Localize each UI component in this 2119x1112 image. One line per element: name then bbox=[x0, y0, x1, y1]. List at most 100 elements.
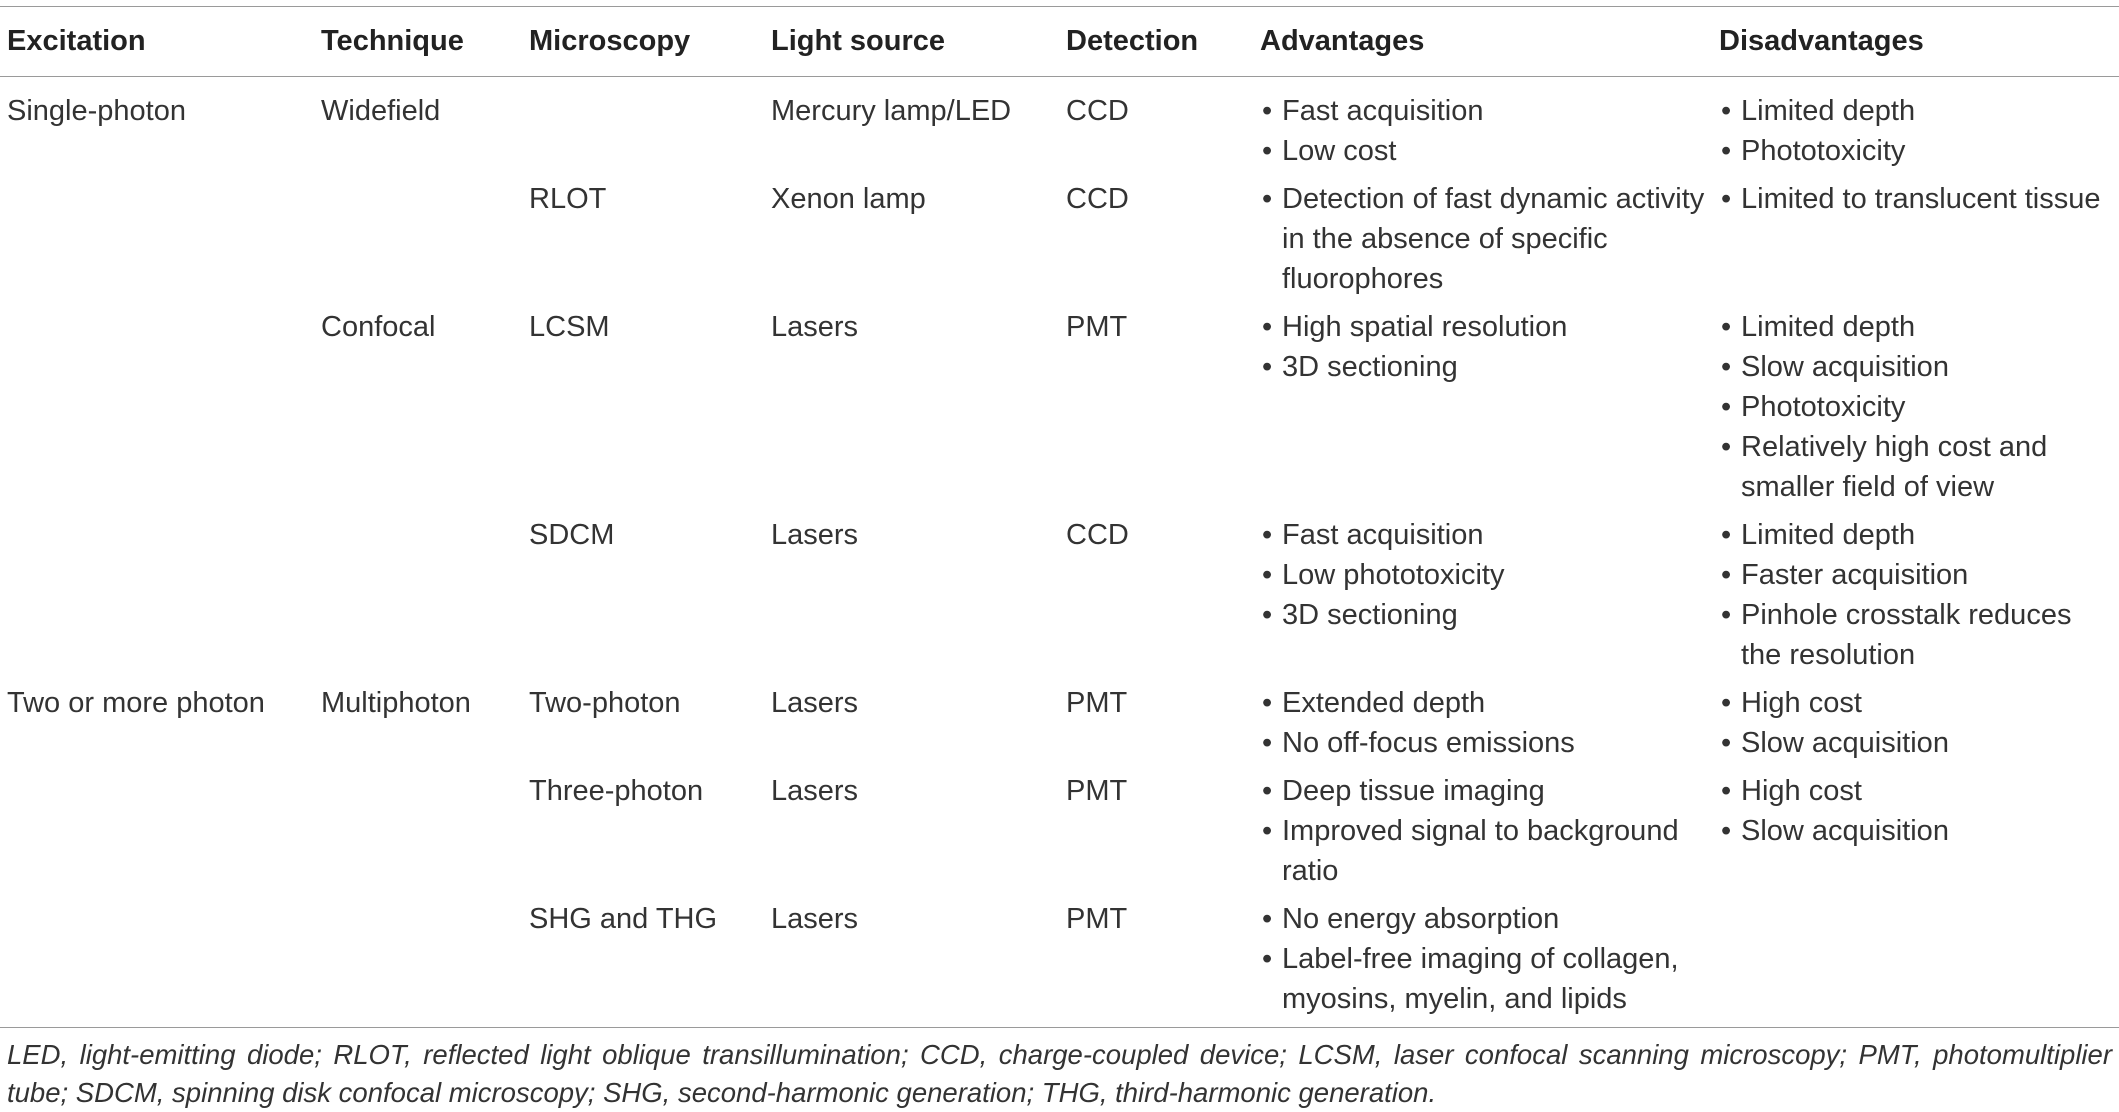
cell-excitation bbox=[0, 507, 314, 675]
cell-technique: Multiphoton bbox=[321, 687, 471, 719]
advantage-item: Deep tissue imaging bbox=[1260, 771, 1712, 811]
cell-advantages: Detection of fast dynamic activity in th… bbox=[1253, 171, 1712, 299]
cell-advantages: Extended depthNo off-focus emissions bbox=[1253, 675, 1712, 763]
cell-excitation bbox=[0, 171, 314, 299]
cell-light-source: Xenon lamp bbox=[771, 183, 926, 215]
cell-light-source: Mercury lamp/LED bbox=[771, 95, 1012, 127]
disadvantage-item: Limited depth bbox=[1719, 91, 2119, 131]
cell-detection: PMT bbox=[1066, 311, 1128, 343]
table-row: Three-photon Lasers PMT Deep tissue imaging… bbox=[0, 763, 2119, 891]
disadvantage-item: Limited depth bbox=[1719, 515, 2119, 555]
cell-detection: PMT bbox=[1066, 903, 1128, 935]
cell-technique: Confocal bbox=[321, 311, 436, 343]
header-light-source: Light source bbox=[771, 24, 946, 57]
advantage-item: Detection of fast dynamic activity in th… bbox=[1260, 179, 1712, 299]
cell-detection: CCD bbox=[1066, 183, 1129, 215]
header-technique: Technique bbox=[321, 24, 464, 57]
cell-disadvantages: Limited to translucent tissue bbox=[1712, 171, 2119, 299]
cell-advantages: Deep tissue imagingImproved signal to ba… bbox=[1253, 763, 1712, 891]
disadvantage-item: Phototoxicity bbox=[1719, 131, 2119, 171]
cell-detection: PMT bbox=[1066, 775, 1128, 807]
table-row: Confocal LCSM Lasers PMT High spatial resolu… bbox=[0, 299, 2119, 507]
disadvantage-item: Limited depth bbox=[1719, 307, 2119, 347]
advantages-list: Fast acquisitionLow phototoxicity3D sect… bbox=[1260, 515, 1712, 635]
header-detection: Detection bbox=[1066, 24, 1199, 57]
cell-disadvantages: High costSlow acquisition bbox=[1712, 675, 2119, 763]
disadvantages-list: Limited depthFaster acquisitionPinhole c… bbox=[1719, 515, 2119, 675]
cell-microscopy: RLOT bbox=[529, 183, 607, 215]
advantages-list: Fast acquisitionLow cost bbox=[1260, 91, 1712, 171]
header-row: Excitation Technique Microscopy Light so… bbox=[0, 8, 2119, 74]
cell-disadvantages: High costSlow acquisition bbox=[1712, 763, 2119, 891]
advantages-list: No energy absorptionLabel-free imaging o… bbox=[1260, 899, 1712, 1019]
cell-microscopy: LCSM bbox=[529, 311, 610, 343]
cell-advantages: Fast acquisitionLow cost bbox=[1253, 74, 1712, 171]
table-header-rule bbox=[0, 76, 2119, 77]
disadvantages-list: High costSlow acquisition bbox=[1719, 683, 2119, 763]
cell-technique bbox=[314, 507, 522, 675]
cell-microscopy: Two-photon bbox=[529, 687, 681, 719]
cell-microscopy: SDCM bbox=[529, 519, 615, 551]
table-row: Single-photon Widefield Mercury lamp/LED CC… bbox=[0, 74, 2119, 171]
header-disadvantages: Disadvantages bbox=[1719, 24, 1924, 57]
advantage-item: No energy absorption bbox=[1260, 899, 1712, 939]
table-bottom-rule bbox=[0, 1027, 2119, 1028]
cell-light-source: Lasers bbox=[771, 775, 859, 807]
table-footnote: LED, light-emitting diode; RLOT, reflect… bbox=[7, 1039, 2112, 1108]
cell-disadvantages: Limited depthPhototoxicity bbox=[1712, 74, 2119, 171]
table-body: Single-photon Widefield Mercury lamp/LED CC… bbox=[0, 74, 2119, 1019]
cell-technique bbox=[314, 763, 522, 891]
cell-microscopy: Three-photon bbox=[529, 775, 704, 807]
cell-disadvantages: Limited depthFaster acquisitionPinhole c… bbox=[1712, 507, 2119, 675]
cell-excitation bbox=[0, 891, 314, 1019]
cell-detection: PMT bbox=[1066, 687, 1128, 719]
cell-technique bbox=[314, 891, 522, 1019]
cell-light-source: Lasers bbox=[771, 687, 859, 719]
table-row: SHG and THG Lasers PMT No energy absorption… bbox=[0, 891, 2119, 1019]
disadvantages-list: Limited depthPhototoxicity bbox=[1719, 91, 2119, 171]
table-top-rule bbox=[0, 6, 2119, 7]
header-advantages: Advantages bbox=[1260, 24, 1425, 57]
advantage-item: Fast acquisition bbox=[1260, 91, 1712, 131]
disadvantage-item: Slow acquisition bbox=[1719, 347, 2119, 387]
header-excitation: Excitation bbox=[7, 24, 146, 57]
advantage-item: 3D sectioning bbox=[1260, 595, 1712, 635]
disadvantages-list: Limited to translucent tissue bbox=[1719, 179, 2119, 219]
advantages-list: Detection of fast dynamic activity in th… bbox=[1260, 179, 1712, 299]
advantage-item: Improved signal to background ratio bbox=[1260, 811, 1712, 891]
cell-advantages: No energy absorptionLabel-free imaging o… bbox=[1253, 891, 1712, 1019]
cell-technique bbox=[314, 171, 522, 299]
cell-advantages: High spatial resolution3D sectioning bbox=[1253, 299, 1712, 507]
advantage-item: Low cost bbox=[1260, 131, 1712, 171]
cell-detection: CCD bbox=[1066, 519, 1129, 551]
advantages-list: High spatial resolution3D sectioning bbox=[1260, 307, 1712, 387]
advantage-item: Label-free imaging of collagen, myosins,… bbox=[1260, 939, 1712, 1019]
cell-light-source: Lasers bbox=[771, 903, 859, 935]
cell-disadvantages: Limited depthSlow acquisitionPhototoxici… bbox=[1712, 299, 2119, 507]
table-row: Two or more photon Multiphoton Two-photon L… bbox=[0, 675, 2119, 763]
advantages-list: Deep tissue imagingImproved signal to ba… bbox=[1260, 771, 1712, 891]
table-row: SDCM Lasers CCD Fast acquisitionLow phototo… bbox=[0, 507, 2119, 675]
cell-detection: CCD bbox=[1066, 95, 1129, 127]
advantage-item: No off-focus emissions bbox=[1260, 723, 1712, 763]
cell-excitation: Two or more photon bbox=[7, 687, 265, 719]
header-microscopy: Microscopy bbox=[529, 24, 691, 57]
disadvantage-item: Slow acquisition bbox=[1719, 723, 2119, 763]
disadvantage-item: Relatively high cost and smaller field o… bbox=[1719, 427, 2119, 507]
advantage-item: Extended depth bbox=[1260, 683, 1712, 723]
cell-microscopy bbox=[522, 74, 764, 171]
disadvantages-list: Limited depthSlow acquisitionPhototoxici… bbox=[1719, 307, 2119, 507]
cell-advantages: Fast acquisitionLow phototoxicity3D sect… bbox=[1253, 507, 1712, 675]
disadvantage-item: Faster acquisition bbox=[1719, 555, 2119, 595]
cell-light-source: Lasers bbox=[771, 519, 859, 551]
advantage-item: Low phototoxicity bbox=[1260, 555, 1712, 595]
cell-excitation bbox=[0, 763, 314, 891]
disadvantage-item: High cost bbox=[1719, 771, 2119, 811]
disadvantage-item: Slow acquisition bbox=[1719, 811, 2119, 851]
advantage-item: High spatial resolution bbox=[1260, 307, 1712, 347]
advantage-item: Fast acquisition bbox=[1260, 515, 1712, 555]
cell-excitation bbox=[0, 299, 314, 507]
disadvantage-item: High cost bbox=[1719, 683, 2119, 723]
disadvantage-item: Pinhole crosstalk reduces the resolution bbox=[1719, 595, 2119, 675]
